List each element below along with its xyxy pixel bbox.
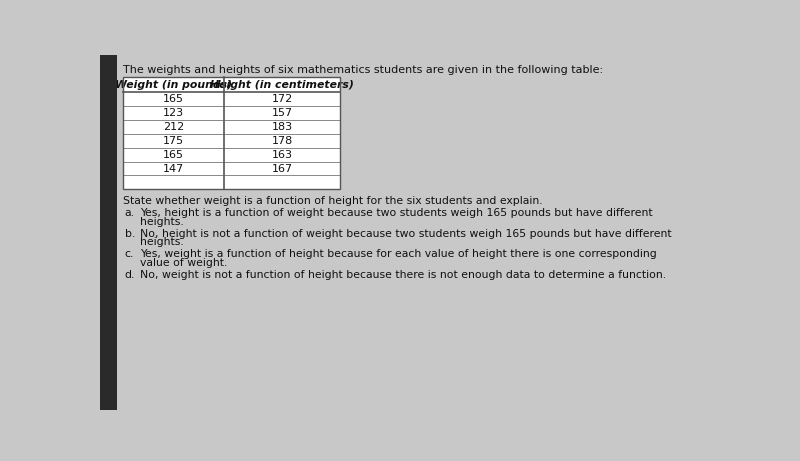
Bar <box>100 55 117 410</box>
Text: b.: b. <box>125 229 135 239</box>
Text: heights.: heights. <box>140 217 184 227</box>
Bar <box>123 77 340 189</box>
Text: 165: 165 <box>163 94 184 104</box>
Text: 175: 175 <box>163 136 184 146</box>
Text: 183: 183 <box>271 122 293 132</box>
Bar <box>123 77 340 189</box>
Text: No, weight is not a function of height because there is not enough data to deter: No, weight is not a function of height b… <box>140 270 666 280</box>
Text: 178: 178 <box>271 136 293 146</box>
Text: 165: 165 <box>163 150 184 160</box>
Text: Yes, height is a function of weight because two students weigh 165 pounds but ha: Yes, height is a function of weight beca… <box>140 208 653 218</box>
Text: 167: 167 <box>271 164 293 173</box>
Text: The weights and heights of six mathematics students are given in the following t: The weights and heights of six mathemati… <box>123 65 603 75</box>
Text: 163: 163 <box>272 150 293 160</box>
Text: 212: 212 <box>163 122 184 132</box>
Text: Weight (in pounds): Weight (in pounds) <box>115 80 232 89</box>
Text: 147: 147 <box>163 164 184 173</box>
Text: No, height is not a function of weight because two students weigh 165 pounds but: No, height is not a function of weight b… <box>140 229 672 239</box>
Text: 157: 157 <box>271 108 293 118</box>
Text: 172: 172 <box>271 94 293 104</box>
Text: Height (in centimeters): Height (in centimeters) <box>210 80 354 89</box>
Text: d.: d. <box>125 270 135 280</box>
Text: a.: a. <box>125 208 134 218</box>
Text: Yes, weight is a function of height because for each value of height there is on: Yes, weight is a function of height beca… <box>140 249 657 260</box>
Text: c.: c. <box>125 249 134 260</box>
Text: heights.: heights. <box>140 237 184 248</box>
Text: State whether weight is a function of height for the six students and explain.: State whether weight is a function of he… <box>123 196 543 206</box>
Text: value of weight.: value of weight. <box>140 258 228 268</box>
Text: 123: 123 <box>163 108 184 118</box>
